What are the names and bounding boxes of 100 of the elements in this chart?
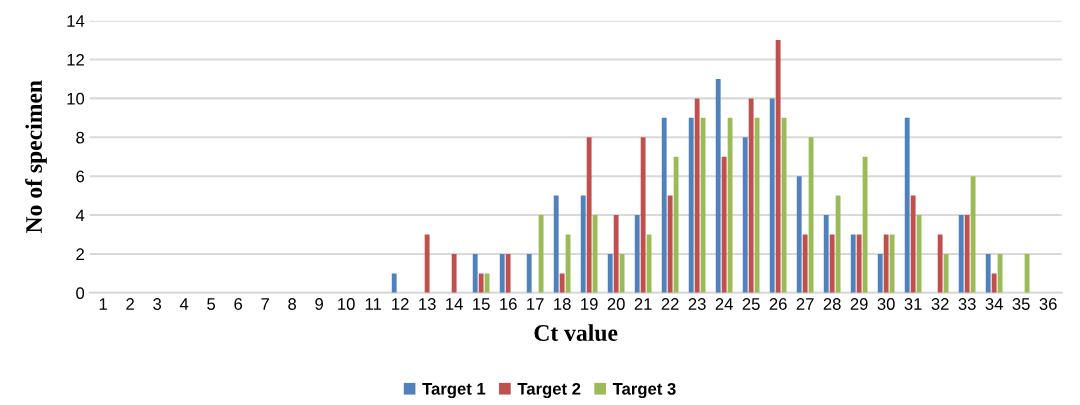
y-tick-label: 6 xyxy=(76,170,85,183)
bar xyxy=(877,253,883,293)
bar xyxy=(613,215,619,293)
bar xyxy=(850,234,856,293)
bar xyxy=(997,253,1003,293)
bar xyxy=(964,215,970,293)
bar xyxy=(775,40,781,293)
legend-label: Target 1 xyxy=(422,383,486,399)
x-tick-label: 11 xyxy=(365,298,381,310)
bar xyxy=(559,273,565,293)
bar xyxy=(835,195,841,293)
bar xyxy=(688,117,694,293)
bar xyxy=(937,234,943,293)
x-tick-label: 28 xyxy=(823,298,841,310)
bar xyxy=(505,253,511,293)
y-tick-label: 8 xyxy=(76,131,85,144)
x-tick-label: 24 xyxy=(715,298,733,310)
x-tick-label: 2 xyxy=(126,298,134,310)
x-tick-label: 15 xyxy=(473,298,490,310)
x-tick-label: 26 xyxy=(769,298,787,310)
x-tick-label: 6 xyxy=(234,298,243,310)
x-tick-label: 16 xyxy=(500,298,517,310)
bar xyxy=(796,176,802,293)
bar xyxy=(667,195,673,293)
bar xyxy=(391,273,397,293)
bar xyxy=(478,273,484,293)
bar xyxy=(970,176,976,293)
bar xyxy=(727,117,733,293)
bar xyxy=(592,215,598,293)
bar xyxy=(889,234,895,293)
x-tick-label: 7 xyxy=(261,298,269,310)
x-tick-label: 12 xyxy=(392,298,409,310)
bar xyxy=(673,156,679,293)
x-tick-label: 8 xyxy=(288,298,297,310)
bar xyxy=(910,195,916,293)
bar xyxy=(646,234,652,293)
bar xyxy=(829,234,835,293)
x-tick-label: 18 xyxy=(554,298,571,310)
bar xyxy=(742,137,748,293)
bar xyxy=(748,98,754,293)
x-tick-label: 35 xyxy=(1012,298,1030,310)
x-axis-title: Ct value xyxy=(534,324,618,341)
bar xyxy=(958,215,964,293)
x-tick-label: 31 xyxy=(904,298,922,310)
bar xyxy=(472,253,478,293)
x-tick-label: 20 xyxy=(607,298,625,310)
bar xyxy=(904,117,910,293)
x-tick-label: 27 xyxy=(796,298,814,310)
bar xyxy=(985,253,991,293)
y-tick-label: 2 xyxy=(76,248,84,260)
bar xyxy=(862,156,868,293)
x-tick-label: 4 xyxy=(179,298,189,310)
x-tick-label: 21 xyxy=(634,298,652,310)
x-tick-label: 36 xyxy=(1039,298,1057,310)
bar xyxy=(781,117,787,293)
x-tick-label: 34 xyxy=(985,298,1003,310)
bar xyxy=(856,234,862,293)
bar xyxy=(883,234,889,293)
x-tick-label: 30 xyxy=(877,298,895,310)
x-tick-label: 33 xyxy=(958,298,976,310)
bar xyxy=(1024,253,1030,293)
bar xyxy=(424,234,430,293)
bar xyxy=(715,78,721,293)
bar xyxy=(769,98,775,293)
bar xyxy=(823,215,829,293)
bar xyxy=(607,253,613,293)
bar xyxy=(580,195,586,293)
y-tick-label: 0 xyxy=(76,287,85,300)
bar xyxy=(586,137,592,293)
x-tick-label: 17 xyxy=(527,298,544,310)
legend-label: Target 2 xyxy=(517,382,581,399)
x-tick-label: 9 xyxy=(315,298,323,310)
y-axis-title: No of specimen xyxy=(25,80,47,234)
y-tick-label: 4 xyxy=(75,209,85,222)
bar xyxy=(538,215,544,293)
bar xyxy=(526,253,532,293)
legend-label: Target 3 xyxy=(612,382,676,399)
bar xyxy=(499,253,505,293)
x-tick-label: 3 xyxy=(153,298,162,310)
bar xyxy=(565,234,571,293)
bar xyxy=(484,273,490,293)
bar xyxy=(700,117,706,293)
y-tick-label: 10 xyxy=(67,92,85,105)
x-tick-label: 19 xyxy=(581,298,598,310)
bar xyxy=(640,137,646,293)
x-tick-label: 14 xyxy=(446,298,463,310)
bar xyxy=(451,253,457,293)
x-tick-label: 32 xyxy=(931,298,949,310)
bar xyxy=(991,273,997,293)
bar xyxy=(943,253,949,293)
bar xyxy=(808,137,814,293)
x-tick-label: 23 xyxy=(688,298,706,310)
bar xyxy=(661,117,667,293)
y-tick-label: 14 xyxy=(67,15,85,27)
bar xyxy=(634,215,640,293)
bar xyxy=(802,234,808,293)
bar xyxy=(754,117,760,293)
x-tick-label: 22 xyxy=(661,298,679,310)
bar xyxy=(619,253,625,293)
bar xyxy=(721,156,727,293)
